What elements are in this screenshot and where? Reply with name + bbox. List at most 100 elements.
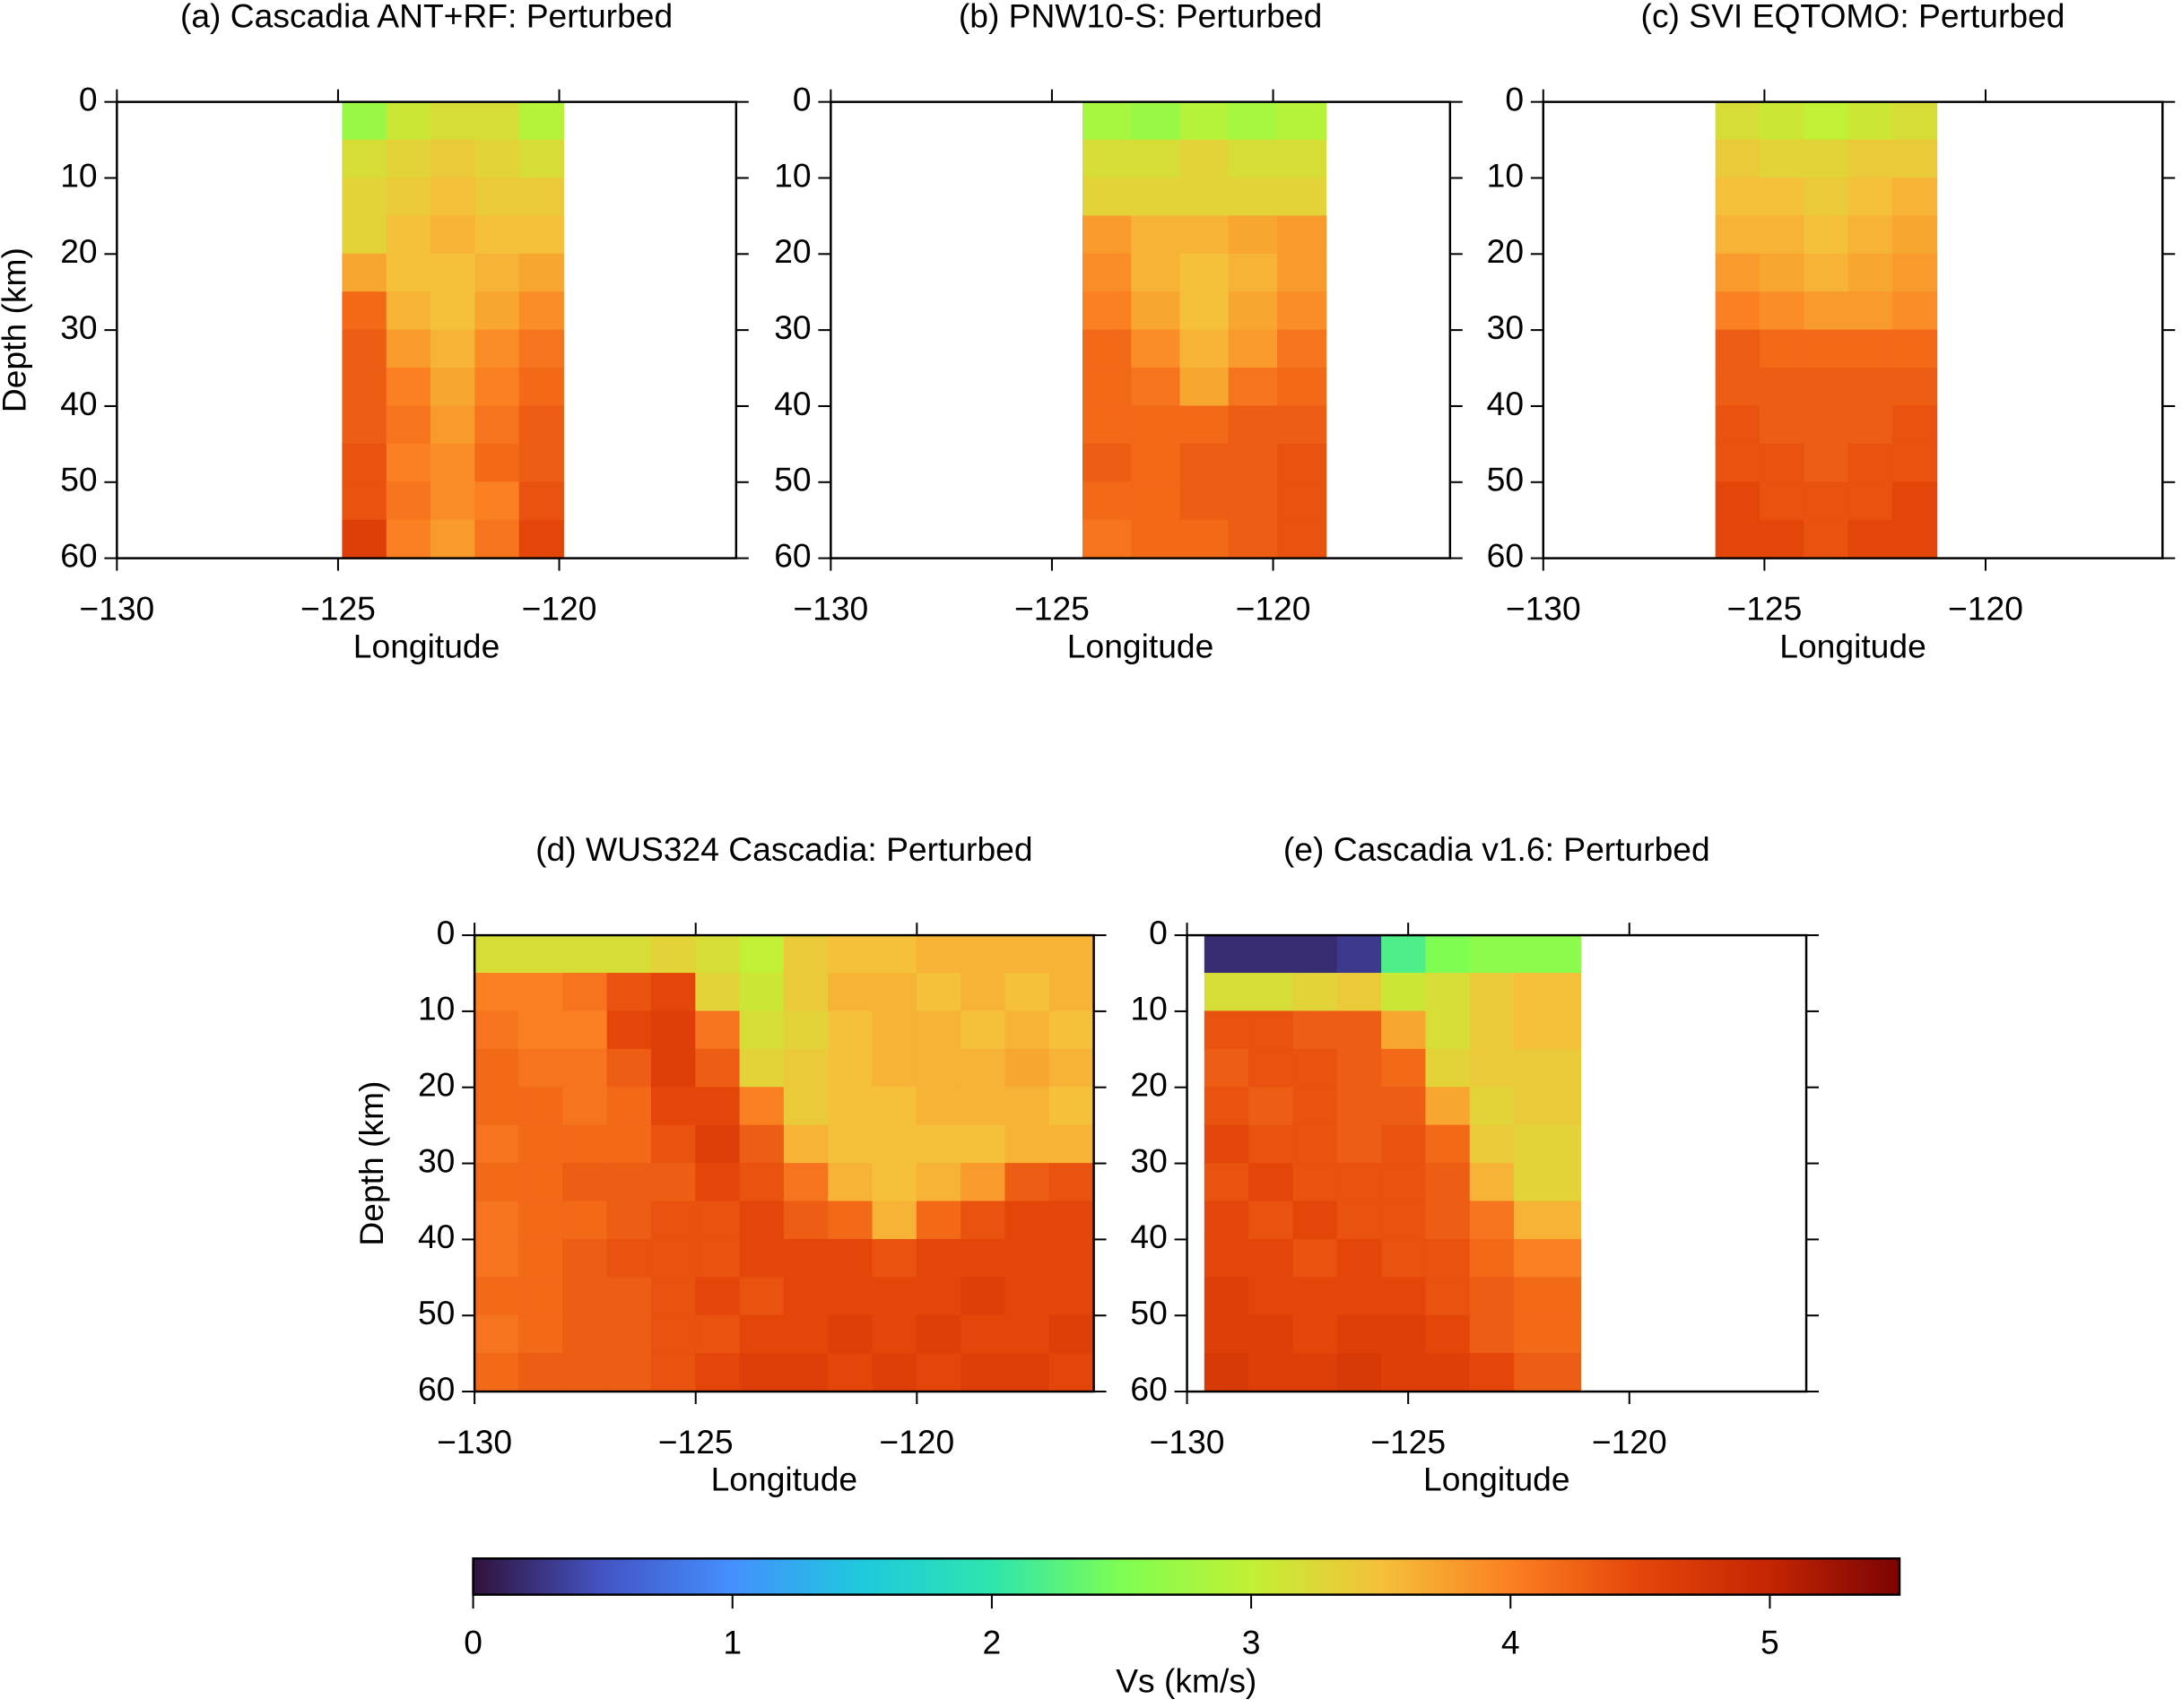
cell: [1381, 1048, 1427, 1088]
cell: [1469, 1010, 1516, 1050]
cell: [517, 1163, 564, 1202]
cell: [961, 1124, 1006, 1165]
cell: [1248, 1048, 1294, 1088]
x-axis-label: Longitude: [1779, 627, 1926, 664]
cell: [1131, 139, 1181, 178]
cell: [1248, 1314, 1294, 1355]
cell: [1131, 405, 1181, 445]
cell: [1891, 519, 1938, 559]
cell: [695, 1238, 741, 1279]
cell: [474, 215, 520, 255]
cell: [1514, 1277, 1581, 1316]
cell: [1204, 1314, 1250, 1355]
cell: [1048, 1010, 1095, 1050]
cell: [342, 215, 387, 255]
cell: [386, 139, 431, 178]
y-tick-label: 20: [774, 232, 811, 270]
cell: [695, 1163, 741, 1202]
cell: [961, 1163, 1006, 1202]
cell: [518, 405, 564, 445]
cell: [1759, 519, 1805, 559]
cell: [386, 253, 431, 293]
colorbar: [472, 1557, 1901, 1596]
cell: [517, 1201, 564, 1240]
cell: [1469, 1087, 1516, 1126]
cell: [916, 934, 962, 974]
cell: [474, 253, 520, 293]
cell: [474, 1277, 519, 1316]
cell: [1336, 1277, 1383, 1316]
cell: [1847, 253, 1893, 293]
colorbar-tick-label: 3: [1242, 1623, 1261, 1660]
cell: [1847, 405, 1893, 445]
cell: [474, 519, 520, 559]
cell: [517, 973, 564, 1012]
y-tick-label: 20: [1130, 1066, 1167, 1104]
cell: [1082, 443, 1133, 483]
y-tick-label: 60: [1130, 1370, 1167, 1408]
cell: [872, 1277, 917, 1316]
cell: [386, 178, 431, 217]
cell: [1179, 253, 1230, 293]
cell: [1425, 1314, 1471, 1355]
cell: [739, 1277, 785, 1316]
cell: [1469, 1163, 1516, 1202]
cell: [1004, 973, 1050, 1012]
cell: [430, 329, 476, 369]
cell: [1179, 101, 1230, 141]
cell: [1759, 101, 1805, 141]
cell: [1847, 139, 1893, 178]
cell: [1425, 1238, 1471, 1279]
cell: [872, 1238, 917, 1279]
cell: [872, 1048, 917, 1088]
cell: [1048, 1163, 1095, 1202]
y-tick-label: 0: [79, 80, 98, 117]
cell: [1715, 139, 1760, 178]
cell: [518, 443, 564, 483]
x-tick-label: −125: [300, 589, 376, 627]
cell: [1469, 1353, 1516, 1392]
cell: [1248, 934, 1294, 974]
cell: [1759, 291, 1805, 331]
y-tick-label: 60: [774, 536, 811, 574]
cell: [916, 1010, 962, 1050]
cell: [783, 1314, 830, 1355]
cell: [430, 368, 476, 407]
cell: [606, 1277, 652, 1316]
cell: [1204, 1087, 1250, 1126]
x-axis-label: Longitude: [1067, 627, 1214, 664]
cell: [342, 368, 387, 407]
cell: [1248, 1201, 1294, 1240]
cell: [1336, 1087, 1383, 1126]
cell: [1179, 329, 1230, 369]
cell: [1804, 368, 1849, 407]
cell: [1204, 934, 1250, 974]
cell: [1292, 1353, 1338, 1392]
cell: [474, 934, 519, 974]
cell: [1715, 329, 1760, 369]
cell: [1336, 934, 1383, 974]
cell: [1204, 1201, 1250, 1240]
cell: [1759, 443, 1805, 483]
cell: [474, 1048, 519, 1088]
cell: [1292, 1010, 1338, 1050]
cell: [1082, 329, 1133, 369]
cell: [1179, 481, 1230, 521]
cell: [828, 1238, 874, 1279]
cell: [1891, 291, 1938, 331]
cell: [430, 178, 476, 217]
y-tick-label: 20: [418, 1066, 455, 1104]
cell: [916, 1353, 962, 1392]
cell: [430, 405, 476, 445]
cell: [562, 1314, 608, 1355]
cell: [1179, 368, 1230, 407]
cell: [517, 1087, 564, 1126]
cell: [739, 1048, 785, 1088]
panel: −130 −125 −120 0 10 20 30 40 50 60 (a) Cascadia AN…: [0, 0, 749, 664]
cell: [1336, 1124, 1383, 1165]
cell: [1514, 1353, 1581, 1392]
cell: [1082, 101, 1133, 141]
cell: [474, 1238, 519, 1279]
cell: [1292, 1124, 1338, 1165]
x-tick-label: −130: [1150, 1423, 1225, 1461]
